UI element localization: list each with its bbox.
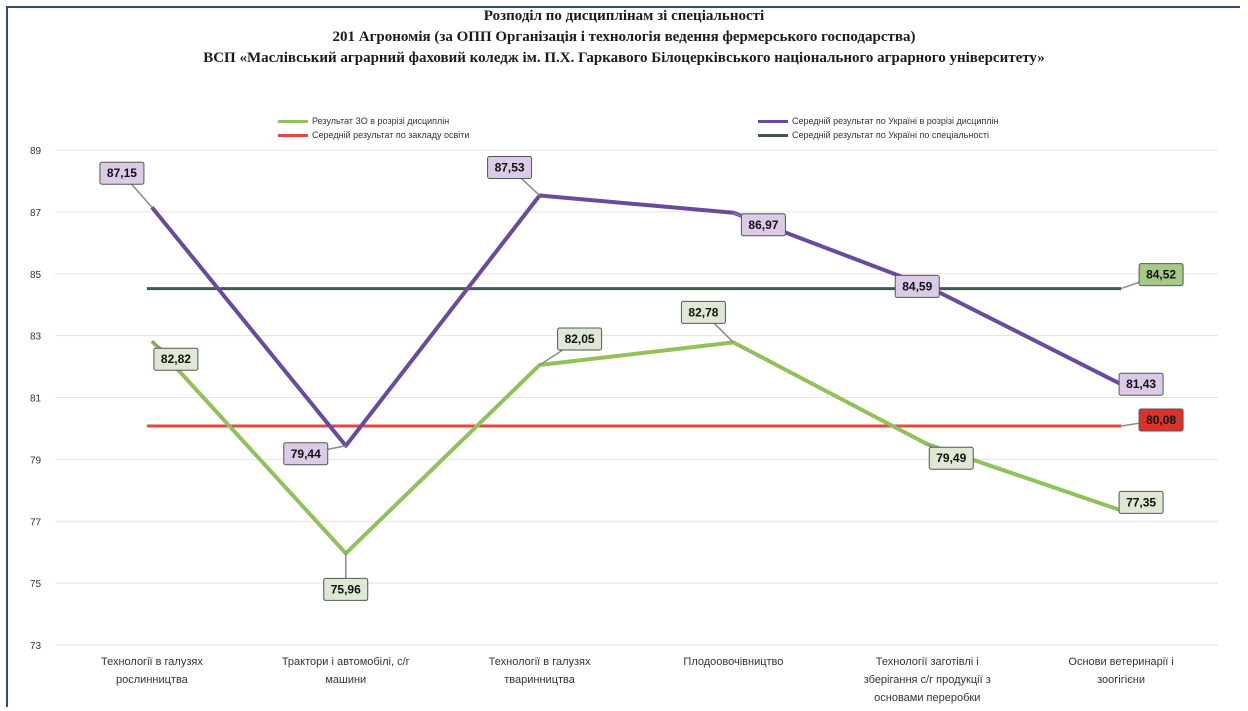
y-tick-label: 75 [30, 579, 42, 590]
data-label-school [153, 347, 199, 371]
data-label-school-text: 82,78 [688, 305, 718, 319]
data-label-school-text: 75,96 [331, 582, 361, 596]
legend-item-ukraine-discipline: Середній результат по Україні в розрізі … [758, 116, 999, 126]
data-label-ukraine-discipline-text: 86,97 [748, 218, 778, 232]
data-label-ukraine-discipline-text: 79,44 [291, 447, 321, 461]
title-line-3: ВСП «Маслівський аграрний фаховий коледж… [203, 50, 1045, 66]
legend-item-school-result: Результат ЗО в розрізі дисциплін [278, 116, 449, 126]
y-tick-label: 85 [30, 270, 42, 281]
x-category-label: Технології в галузях [489, 656, 591, 668]
legend-label: Середній результат по Україні в розрізі … [792, 116, 999, 126]
data-label-ukraine-discipline [1118, 372, 1164, 396]
legend-label: Середній результат по Україні по спеціал… [792, 130, 989, 140]
data-label-school [928, 446, 974, 470]
y-tick-label: 83 [30, 332, 42, 343]
legend-swatch [278, 119, 308, 123]
data-label-ukraine-discipline-text: 87,53 [495, 160, 525, 174]
data-label-ukraine-discipline [99, 161, 145, 185]
legend-swatch [758, 119, 788, 123]
x-category-label: Основи ветеринарії і [1068, 656, 1173, 668]
y-tick-label: 77 [30, 517, 42, 528]
title-line-1: Розподіл по дисциплінам зі спеціальності [483, 8, 765, 24]
data-label-school-text: 82,05 [565, 332, 595, 346]
legend-item-ukraine-specialty: Середній результат по Україні по спеціал… [758, 130, 989, 140]
data-label-ukraine-discipline-text: 81,43 [1126, 377, 1156, 391]
data-label-school-text: 82,82 [161, 352, 191, 366]
x-category-label: рослинництва [116, 674, 189, 686]
data-label-ukraine-discipline [283, 442, 329, 466]
x-category-label: Технології заготівлі і [876, 656, 979, 668]
y-tick-label: 89 [30, 146, 42, 157]
legend-swatch [278, 133, 308, 137]
data-label-school [1118, 490, 1164, 514]
x-category-label: основами переробки [874, 692, 980, 704]
data-label-ukraine-discipline [487, 155, 533, 179]
x-category-label: машини [325, 674, 366, 686]
data-label-school [323, 577, 369, 601]
title-line-2: 201 Агрономія (за ОПП Організація і техн… [332, 29, 916, 45]
x-category-label: Технології в галузях [101, 656, 203, 668]
legend-label: Результат ЗО в розрізі дисциплін [312, 116, 450, 126]
y-tick-label: 79 [30, 455, 42, 466]
data-label-ukraine-discipline [894, 274, 940, 298]
x-category-label: Трактори і автомобілі, с/г [282, 656, 410, 668]
data-label-ukraine-discipline-text: 84,59 [902, 279, 932, 293]
data-label-ukraine-specialty [1138, 263, 1184, 287]
x-category-label: зоогігієни [1097, 674, 1145, 686]
legend-item-school-average: Середній результат по закладу освіти [278, 130, 469, 140]
y-tick-label: 73 [30, 641, 42, 652]
legend-label: Середній результат по закладу освіти [312, 130, 470, 140]
series-line-1 [150, 193, 1123, 448]
x-category-label: зберігання с/г продукції з [864, 674, 991, 686]
x-category-label: тваринництва [504, 674, 575, 686]
y-tick-label: 81 [30, 394, 42, 405]
data-label-school-text: 79,49 [936, 451, 966, 465]
data-label-school [557, 327, 603, 351]
data-label-ukraine-discipline-text: 87,15 [107, 166, 137, 180]
x-category-label: Плодоовочівництво [683, 656, 783, 668]
y-tick-label: 87 [30, 208, 42, 219]
chart-title: Розподіл по дисциплінам зі спеціальності… [0, 6, 1248, 69]
data-label-school [680, 300, 726, 324]
data-label-ukraine-specialty-text: 84,52 [1146, 268, 1176, 282]
data-label-school-average-text: 80,08 [1146, 413, 1176, 427]
chart-legend: Результат ЗО в розрізі дисциплін Середні… [0, 110, 1248, 150]
data-label-school-text: 77,35 [1126, 495, 1156, 509]
legend-swatch [758, 133, 788, 137]
data-label-school-average [1138, 408, 1184, 432]
data-label-ukraine-discipline [740, 213, 786, 237]
